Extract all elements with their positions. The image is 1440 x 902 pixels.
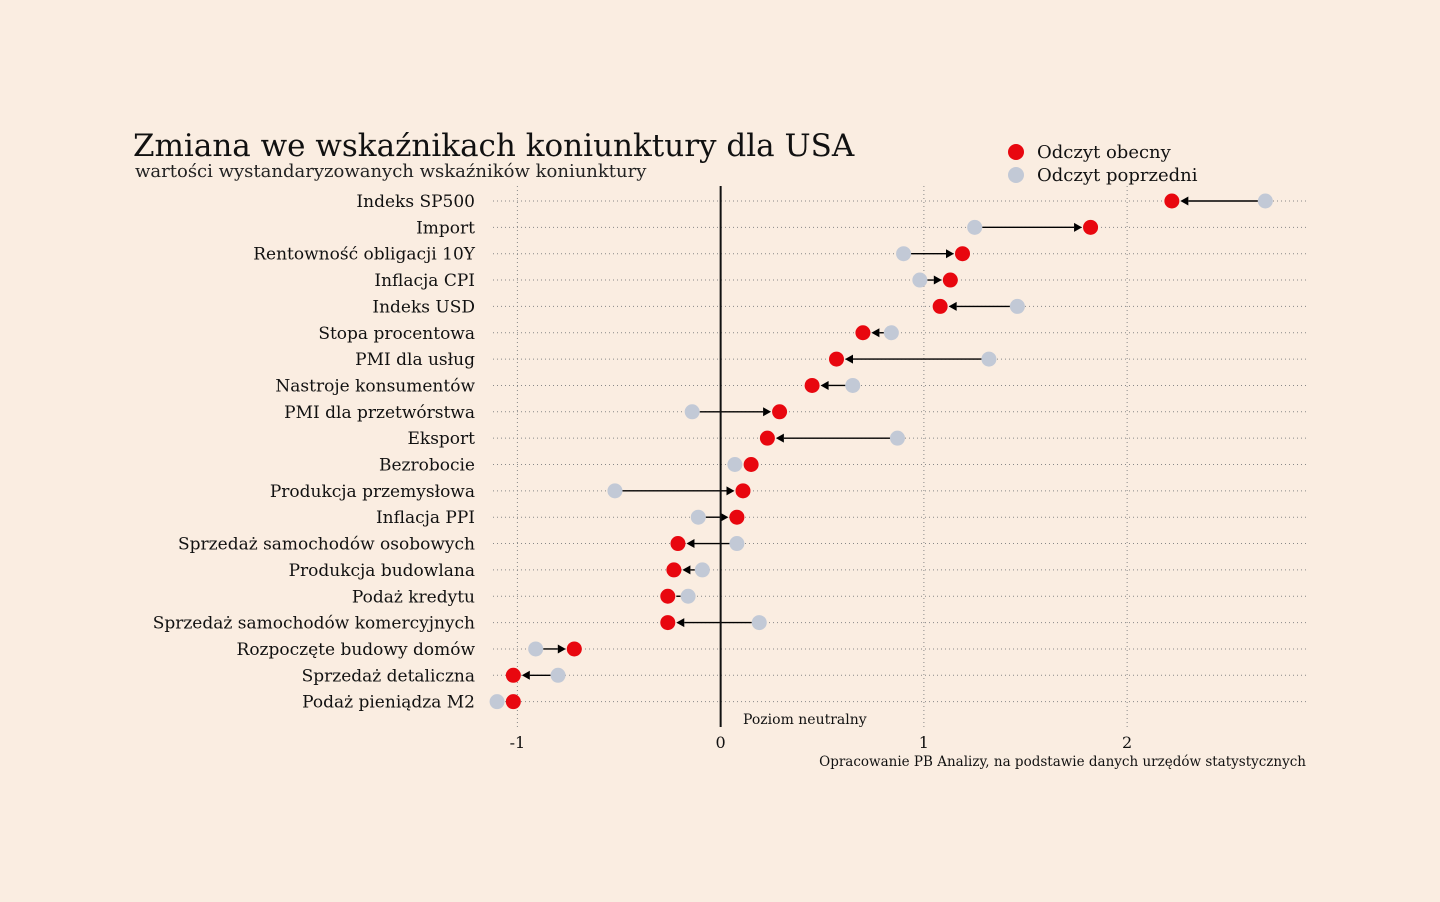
change-arrow-head: [844, 354, 853, 364]
current-reading-point: [855, 325, 871, 341]
category-label: Stopa procentowa: [318, 324, 475, 344]
previous-reading-point: [1009, 298, 1025, 314]
legend: Odczyt obecny Odczyt poprzedni: [1008, 142, 1198, 186]
category-label: Nastroje konsumentów: [275, 376, 475, 396]
current-reading-point: [670, 536, 686, 552]
legend-current-marker: [1008, 144, 1024, 160]
category-label: Sprzedaż samochodów komercyjnych: [153, 614, 475, 634]
change-arrow-head: [682, 565, 691, 575]
previous-reading-point: [896, 246, 912, 262]
previous-reading-point: [680, 588, 696, 604]
change-arrow-head: [775, 433, 784, 443]
previous-reading-point: [729, 536, 745, 552]
neutral-level-label: Poziom neutralny: [743, 712, 867, 728]
grid-lines: [493, 186, 1306, 727]
current-reading-point: [660, 588, 676, 604]
current-reading-point: [759, 430, 775, 446]
previous-reading-point: [981, 351, 997, 367]
change-arrow-head: [720, 512, 729, 522]
category-label: PMI dla przetwórstwa: [284, 403, 475, 423]
previous-reading-point: [751, 615, 767, 631]
category-labels: Indeks SP500 Import Rentowność obligacji 1…: [153, 192, 476, 713]
previous-reading-point: [889, 430, 905, 446]
current-reading-point: [772, 404, 788, 420]
current-reading-point: [505, 694, 521, 710]
previous-reading-point: [883, 325, 899, 341]
category-label: Bezrobocie: [379, 456, 475, 476]
previous-reading-point: [967, 219, 983, 235]
category-label: Inflacja PPI: [376, 508, 475, 528]
current-reading-point: [743, 457, 759, 472]
change-arrow-head: [946, 249, 955, 259]
current-reading-point: [729, 509, 745, 525]
current-reading-point: [666, 562, 682, 578]
change-arrow-head: [726, 486, 735, 496]
x-tick-label: 1: [919, 733, 929, 752]
current-reading-point: [660, 615, 676, 631]
category-label: Indeks SP500: [356, 192, 475, 212]
category-label: Eksport: [407, 429, 475, 449]
x-axis: -1 0 1 2: [510, 186, 1132, 752]
previous-reading-point: [684, 404, 700, 420]
legend-current-label: Odczyt obecny: [1037, 142, 1172, 163]
current-reading-point: [955, 246, 971, 262]
category-label: Sprzedaż samochodów osobowych: [178, 535, 475, 555]
previous-reading-point: [550, 667, 566, 683]
current-reading-point: [1164, 193, 1180, 209]
current-reading-point: [932, 298, 948, 314]
current-reading-point: [828, 351, 844, 367]
chart-title: Zmiana we wskaźnikach koniunktury dla US…: [133, 128, 855, 164]
category-label: Produkcja przemysłowa: [270, 482, 475, 502]
change-arrow-head: [521, 670, 530, 680]
previous-reading-point: [694, 562, 710, 578]
current-reading-point: [1083, 219, 1099, 235]
category-label: Podaż pieniądza M2: [302, 693, 475, 713]
category-label: Inflacja CPI: [374, 271, 475, 291]
previous-reading-point: [1257, 193, 1273, 209]
change-arrow-head: [1180, 196, 1189, 206]
category-label: Rentowność obligacji 10Y: [253, 245, 476, 265]
legend-previous-label: Odczyt poprzedni: [1037, 165, 1198, 186]
category-label: Import: [416, 218, 475, 238]
category-label: PMI dla usług: [355, 350, 475, 370]
x-tick-label: -1: [510, 733, 526, 752]
dumbbell-series: [489, 193, 1273, 710]
current-reading-point: [804, 377, 820, 393]
x-tick-label: 2: [1122, 733, 1132, 752]
current-reading-point: [942, 272, 958, 288]
category-label: Indeks USD: [372, 297, 475, 317]
current-reading-point: [566, 641, 582, 657]
category-label: Sprzedaż detaliczna: [302, 666, 475, 686]
source-note: Opracowanie PB Analizy, na podstawie dan…: [819, 754, 1306, 770]
previous-reading-point: [528, 641, 544, 657]
current-reading-point: [505, 667, 521, 683]
category-label: Rozpoczęte budowy domów: [237, 640, 476, 660]
previous-reading-point: [845, 377, 861, 393]
change-arrow-head: [820, 380, 829, 390]
change-arrow-head: [933, 275, 942, 285]
previous-reading-point: [489, 694, 505, 710]
chart-subtitle: wartości wystandaryzowanych wskaźników k…: [135, 161, 647, 182]
legend-previous-marker: [1008, 167, 1024, 183]
change-arrow-head: [871, 328, 880, 338]
previous-reading-point: [607, 483, 623, 499]
previous-reading-point: [690, 509, 706, 525]
x-tick-label: 0: [716, 733, 726, 752]
change-arrow-head: [676, 618, 685, 628]
previous-reading-point: [912, 272, 928, 288]
category-label: Podaż kredytu: [352, 587, 475, 607]
change-arrow-head: [1074, 222, 1083, 232]
category-label: Produkcja budowlana: [289, 561, 475, 581]
current-reading-point: [735, 483, 751, 499]
change-arrow-head: [686, 539, 695, 549]
previous-reading-point: [727, 457, 743, 472]
change-arrow-head: [948, 301, 957, 311]
change-arrow-head: [763, 407, 772, 417]
change-arrow-head: [557, 644, 566, 654]
